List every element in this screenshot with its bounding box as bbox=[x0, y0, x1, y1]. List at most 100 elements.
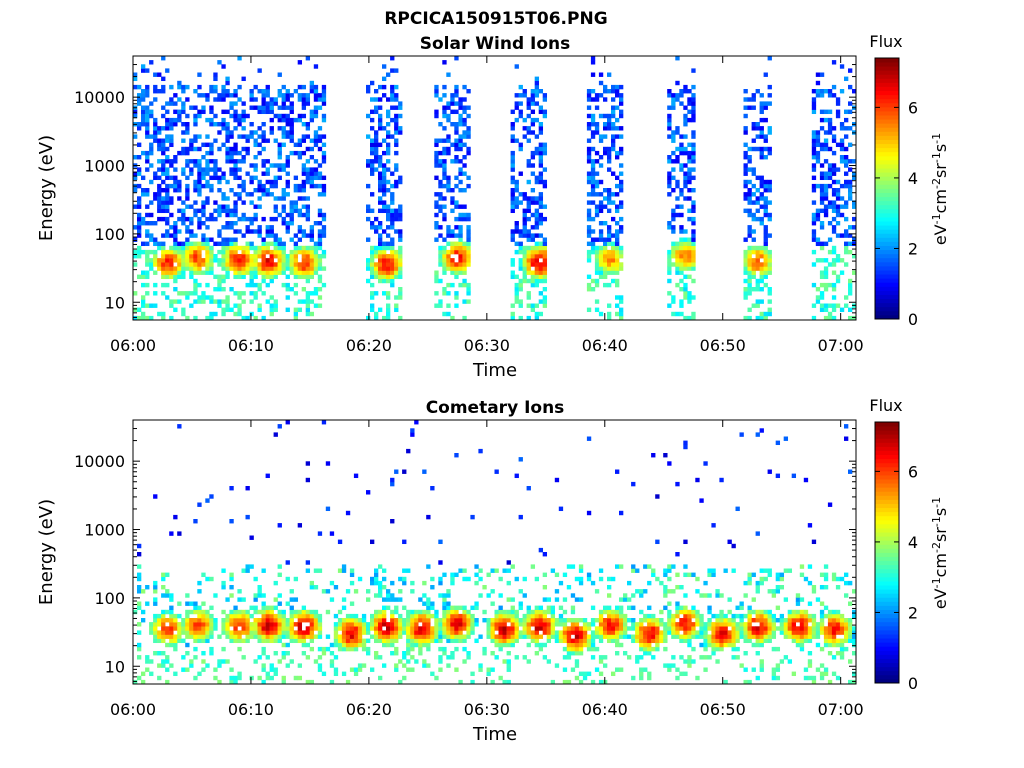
heatmap-cell bbox=[229, 150, 234, 156]
heatmap-cell bbox=[759, 249, 764, 255]
heatmap-cell bbox=[153, 626, 158, 631]
heatmap-cell bbox=[261, 266, 266, 271]
heatmap-cell bbox=[454, 130, 459, 135]
heatmap-cell bbox=[189, 626, 194, 631]
heatmap-cell bbox=[137, 196, 142, 201]
heatmap-cell bbox=[538, 622, 544, 627]
heatmap-cell bbox=[530, 274, 536, 280]
heatmap-cell bbox=[313, 659, 319, 664]
heatmap-cell bbox=[759, 576, 764, 582]
heatmap-cell bbox=[767, 93, 772, 98]
heatmap-cell bbox=[743, 183, 748, 189]
heatmap-cell bbox=[273, 241, 278, 247]
heatmap-cell bbox=[603, 254, 608, 259]
heatmap-cell bbox=[418, 626, 423, 631]
heatmap-cell bbox=[193, 249, 198, 255]
heatmap-cell bbox=[374, 618, 379, 623]
heatmap-cell bbox=[619, 134, 624, 139]
heatmap-cell bbox=[566, 585, 572, 590]
heatmap-cell bbox=[153, 171, 158, 176]
heatmap-cell bbox=[683, 593, 688, 598]
heatmap-cell bbox=[506, 609, 511, 615]
heatmap-cell bbox=[827, 167, 833, 172]
heatmap-cell bbox=[325, 506, 331, 512]
heatmap-cell bbox=[526, 270, 531, 275]
heatmap-cell bbox=[181, 167, 186, 172]
heatmap-cell bbox=[370, 295, 375, 300]
heatmap-cell bbox=[185, 315, 190, 321]
heatmap-cell bbox=[542, 585, 548, 590]
heatmap-cell bbox=[233, 249, 238, 255]
heatmap-cell bbox=[458, 171, 463, 176]
heatmap-cell bbox=[293, 597, 299, 602]
heatmap-cell bbox=[173, 618, 178, 623]
heatmap-cell bbox=[755, 634, 760, 639]
heatmap-cell bbox=[281, 117, 286, 123]
heatmap-cell bbox=[398, 216, 403, 222]
heatmap-cell bbox=[835, 97, 841, 102]
heatmap-cell bbox=[603, 609, 608, 615]
heatmap-cell bbox=[707, 609, 712, 615]
heatmap-cell bbox=[257, 266, 262, 271]
heatmap-cell bbox=[193, 638, 198, 644]
heatmap-cell bbox=[378, 618, 383, 623]
heatmap-cell bbox=[161, 270, 166, 275]
heatmap-cell bbox=[245, 229, 250, 234]
heatmap-cell bbox=[747, 262, 752, 267]
heatmap-cell bbox=[285, 183, 290, 189]
heatmap-cell bbox=[133, 84, 138, 90]
heatmap-cell bbox=[639, 655, 644, 660]
heatmap-cell bbox=[534, 576, 540, 582]
heatmap-cell bbox=[169, 225, 174, 230]
heatmap-cell bbox=[337, 618, 343, 623]
heatmap-cell bbox=[607, 634, 612, 639]
heatmap-cell bbox=[466, 233, 471, 238]
heatmap-cell bbox=[177, 634, 182, 639]
heatmap-cell bbox=[566, 679, 572, 685]
heatmap-cell bbox=[675, 97, 680, 102]
heatmap-cell bbox=[257, 229, 262, 234]
heatmap-cell bbox=[394, 126, 399, 131]
heatmap-cell bbox=[590, 60, 596, 65]
heatmap-cell bbox=[245, 249, 250, 255]
heatmap-cell bbox=[607, 126, 612, 131]
heatmap-cell bbox=[458, 262, 463, 267]
heatmap-cell bbox=[225, 109, 230, 115]
heatmap-cell bbox=[245, 630, 250, 635]
heatmap-cell bbox=[848, 233, 853, 238]
heatmap-cell bbox=[213, 618, 218, 623]
heatmap-cell bbox=[249, 535, 254, 540]
heatmap-cell bbox=[157, 188, 162, 193]
heatmap-cell bbox=[390, 93, 395, 98]
heatmap-cell bbox=[454, 630, 459, 635]
heatmap-cell bbox=[759, 278, 764, 284]
heatmap-cell bbox=[185, 266, 190, 271]
heatmap-cell bbox=[193, 113, 198, 119]
heatmap-cell bbox=[450, 630, 455, 635]
heatmap-cell bbox=[514, 655, 519, 660]
heatmap-cell bbox=[582, 642, 588, 648]
heatmap-cell bbox=[241, 249, 246, 255]
heatmap-cell bbox=[366, 630, 371, 635]
heatmap-cell bbox=[321, 282, 327, 288]
x-tick-label: 06:10 bbox=[228, 336, 274, 355]
heatmap-cell bbox=[305, 295, 311, 300]
heatmap-cell bbox=[518, 93, 523, 98]
heatmap-cell bbox=[221, 241, 226, 247]
heatmap-cell bbox=[586, 510, 592, 516]
heatmap-cell bbox=[141, 68, 146, 73]
heatmap-cell bbox=[378, 200, 383, 205]
heatmap-cell bbox=[683, 638, 688, 644]
heatmap-cell bbox=[398, 113, 403, 119]
heatmap-cell bbox=[245, 216, 250, 222]
heatmap-cell bbox=[675, 159, 680, 164]
heatmap-cell bbox=[177, 150, 182, 156]
heatmap-cell bbox=[474, 564, 479, 569]
heatmap-cell bbox=[165, 593, 170, 598]
heatmap-cell bbox=[402, 576, 407, 582]
heatmap-cell bbox=[253, 175, 258, 181]
heatmap-cell bbox=[607, 626, 612, 631]
heatmap-cell bbox=[370, 291, 375, 296]
heatmap-cell bbox=[382, 266, 387, 271]
heatmap-cell bbox=[233, 212, 238, 218]
